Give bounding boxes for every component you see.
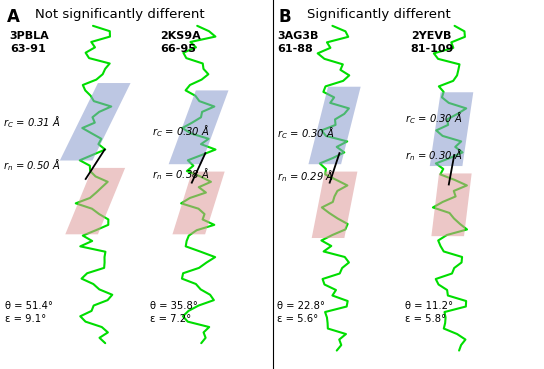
Text: Significantly different: Significantly different: [307, 8, 451, 21]
Polygon shape: [308, 87, 361, 164]
Text: $r_n$ = 0.30 Å: $r_n$ = 0.30 Å: [405, 148, 462, 163]
Polygon shape: [430, 92, 473, 166]
Text: 66-95: 66-95: [160, 44, 196, 54]
Text: ε = 9.1°: ε = 9.1°: [5, 314, 47, 324]
Text: 81-109: 81-109: [411, 44, 454, 54]
Text: ε = 7.2°: ε = 7.2°: [150, 314, 191, 324]
Polygon shape: [65, 168, 125, 234]
Polygon shape: [312, 172, 357, 238]
Text: B: B: [279, 8, 291, 26]
Text: $r_C$ = 0.30 Å: $r_C$ = 0.30 Å: [405, 111, 463, 127]
Text: $r_C$ = 0.30 Å: $r_C$ = 0.30 Å: [277, 125, 335, 141]
Polygon shape: [60, 83, 131, 161]
Text: $r_n$ = 0.38 Å: $r_n$ = 0.38 Å: [152, 166, 209, 182]
Text: ε = 5.8°: ε = 5.8°: [405, 314, 447, 324]
Text: θ = 51.4°: θ = 51.4°: [5, 301, 53, 311]
Text: $r_C$ = 0.30 Å: $r_C$ = 0.30 Å: [152, 124, 210, 139]
Text: 3AG3B: 3AG3B: [277, 31, 319, 41]
Text: Not significantly different: Not significantly different: [35, 8, 205, 21]
Text: 63-91: 63-91: [10, 44, 46, 54]
Text: θ = 11.2°: θ = 11.2°: [405, 301, 453, 311]
Text: θ = 35.8°: θ = 35.8°: [150, 301, 197, 311]
Text: θ = 22.8°: θ = 22.8°: [277, 301, 325, 311]
Text: $r_n$ = 0.29 Å: $r_n$ = 0.29 Å: [277, 168, 335, 184]
Text: $r_C$ = 0.31 Å: $r_C$ = 0.31 Å: [3, 114, 60, 130]
Text: 2YEVB: 2YEVB: [411, 31, 451, 41]
Text: 61-88: 61-88: [277, 44, 313, 54]
Polygon shape: [431, 173, 472, 236]
Text: $r_n$ = 0.50 Å: $r_n$ = 0.50 Å: [3, 157, 60, 173]
Text: 3PBLA: 3PBLA: [10, 31, 50, 41]
Text: 2KS9A: 2KS9A: [160, 31, 201, 41]
Text: ε = 5.6°: ε = 5.6°: [277, 314, 319, 324]
Polygon shape: [172, 172, 225, 234]
Text: A: A: [7, 8, 20, 26]
Polygon shape: [169, 90, 228, 164]
